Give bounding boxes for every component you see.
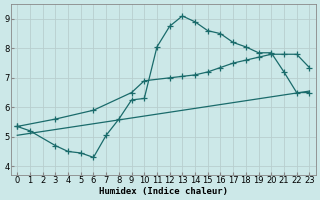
X-axis label: Humidex (Indice chaleur): Humidex (Indice chaleur) xyxy=(99,187,228,196)
